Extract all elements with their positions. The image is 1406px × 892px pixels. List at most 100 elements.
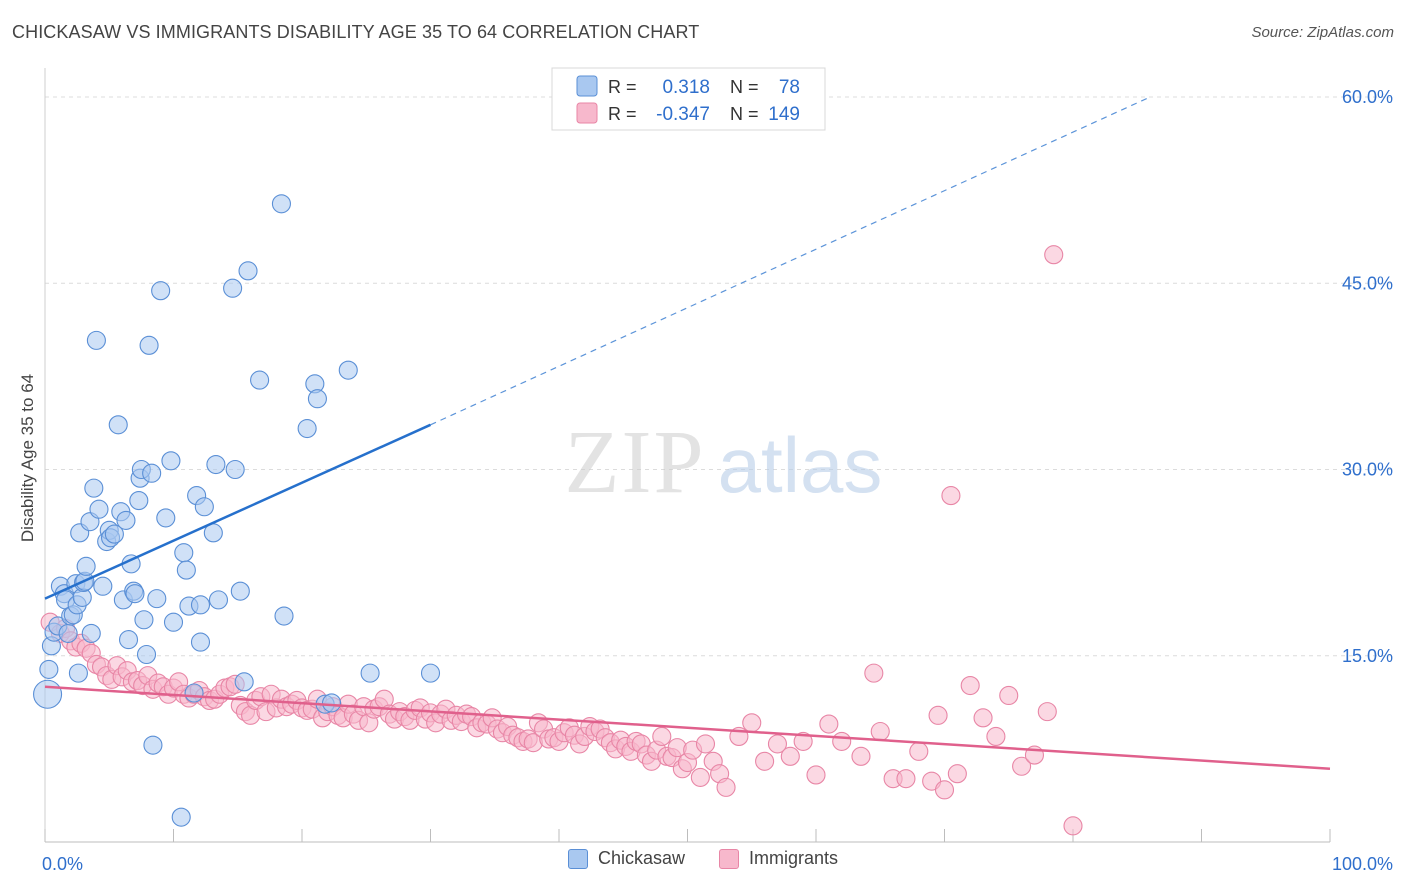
stats-n-label-immigrants: N =	[730, 104, 759, 124]
grid	[45, 96, 1392, 657]
immigrants-trend-line	[44, 685, 1331, 770]
chickasaw-point	[33, 679, 63, 709]
chickasaw-point	[238, 261, 258, 281]
chickasaw-point	[223, 278, 243, 298]
legend-label-immigrants: Immigrants	[749, 848, 839, 868]
immigrants-point	[864, 663, 884, 683]
immigrants-points	[40, 245, 1083, 836]
immigrants-point	[934, 780, 955, 800]
immigrants-point	[999, 685, 1019, 706]
y-axis-label: Disability Age 35 to 64	[18, 374, 37, 542]
legend-item-chickasaw: Chickasaw	[567, 848, 685, 869]
legend-swatch-immigrants	[719, 848, 739, 869]
immigrants-point	[819, 714, 839, 734]
immigrants-point	[755, 751, 775, 771]
chickasaw-point	[206, 454, 226, 475]
chickasaw-point	[163, 612, 184, 632]
chickasaw-point	[171, 807, 191, 827]
chickasaw-point	[225, 459, 245, 480]
stats-r-value-immigrants: -0.347	[656, 104, 710, 125]
source-label: Source: ZipAtlas.com	[1251, 24, 1394, 41]
immigrants-point	[716, 777, 736, 797]
y-tick-label: 15.0%	[1342, 646, 1393, 666]
chickasaw-point	[194, 497, 214, 517]
immigrants-point	[690, 767, 710, 787]
chickasaw-point	[104, 524, 124, 544]
tick-labels: 15.0% 30.0% 45.0% 60.0% 0.0% 100.0%	[42, 87, 1393, 874]
immigrants-point	[742, 713, 762, 733]
chickasaw-point	[190, 595, 211, 615]
immigrants-point	[941, 486, 961, 506]
chickasaw-point	[176, 560, 196, 580]
immigrants-point	[896, 769, 916, 789]
chickasaw-point	[297, 418, 317, 439]
chickasaw-point	[84, 478, 104, 498]
chickasaw-point	[184, 683, 204, 703]
x-tick-label: 0.0%	[42, 854, 83, 874]
chickasaw-point	[129, 490, 149, 511]
chickasaw-point	[143, 735, 163, 755]
chickasaw-point	[250, 370, 270, 390]
chickasaw-point	[156, 508, 176, 528]
immigrants-point	[832, 731, 852, 751]
chickasaw-point	[93, 576, 113, 596]
stats-swatch-immigrants	[576, 102, 598, 124]
chickasaw-point	[274, 606, 294, 626]
immigrants-point	[1044, 245, 1064, 265]
chickasaw-point	[230, 581, 250, 601]
legend-item-immigrants: Immigrants	[719, 848, 838, 869]
chickasaw-point	[174, 543, 194, 563]
legend-swatch-chickasaw	[567, 848, 588, 869]
chickasaw-point	[139, 335, 159, 355]
immigrants-point	[695, 734, 716, 754]
chickasaw-point	[58, 623, 78, 643]
chickasaw-points	[33, 194, 441, 827]
chickasaw-point	[271, 194, 291, 214]
immigrants-point	[851, 746, 871, 766]
chickasaw-point	[234, 672, 254, 692]
y-tick-label: 30.0%	[1342, 460, 1393, 480]
chickasaw-point	[190, 632, 211, 652]
chickasaw-point	[208, 590, 229, 610]
immigrants-point	[947, 764, 967, 784]
chickasaw-point	[161, 451, 181, 471]
immigrants-point	[909, 741, 929, 761]
chickasaw-point	[39, 659, 59, 679]
chickasaw-point	[108, 415, 128, 435]
immigrants-point	[1037, 702, 1057, 722]
stats-n-value-immigrants: 149	[768, 104, 800, 125]
y-tick-label: 60.0%	[1342, 87, 1393, 107]
immigrants-point	[1063, 816, 1083, 836]
chickasaw-point	[420, 663, 441, 683]
chickasaw-point	[125, 584, 145, 604]
chickasaw-point	[134, 610, 154, 630]
immigrants-point	[973, 708, 993, 728]
x-tick-label: 100.0%	[1332, 854, 1393, 874]
stats-r-label-chickasaw: R =	[608, 77, 637, 97]
axes	[44, 68, 1331, 843]
stats-legend: R = 0.318 N = 78 R = -0.347 N = 149	[551, 67, 826, 131]
stats-r-label-immigrants: R =	[608, 104, 637, 124]
chickasaw-point	[118, 630, 139, 650]
chickasaw-point	[81, 623, 101, 643]
chickasaw-point	[142, 463, 162, 483]
immigrants-point	[767, 734, 788, 754]
legend-label-chickasaw: Chickasaw	[597, 848, 685, 868]
immigrants-point	[780, 746, 800, 766]
watermark-zip: ZIP	[565, 413, 706, 512]
immigrants-point	[960, 675, 980, 696]
watermark-atlas: atlas	[718, 421, 883, 509]
chickasaw-trend-extension	[430, 96, 1151, 426]
immigrants-point	[793, 731, 813, 751]
immigrants-point	[928, 705, 948, 725]
stats-n-label-chickasaw: N =	[730, 77, 759, 97]
immigrants-point	[1012, 756, 1032, 776]
chickasaw-point	[151, 281, 171, 301]
chickasaw-point	[68, 663, 88, 683]
chickasaw-point	[307, 389, 327, 409]
chart-title: CHICKASAW VS IMMIGRANTS DISABILITY AGE 3…	[12, 22, 700, 42]
chickasaw-point	[76, 556, 96, 576]
chickasaw-point	[322, 693, 342, 713]
immigrants-point	[870, 721, 890, 742]
